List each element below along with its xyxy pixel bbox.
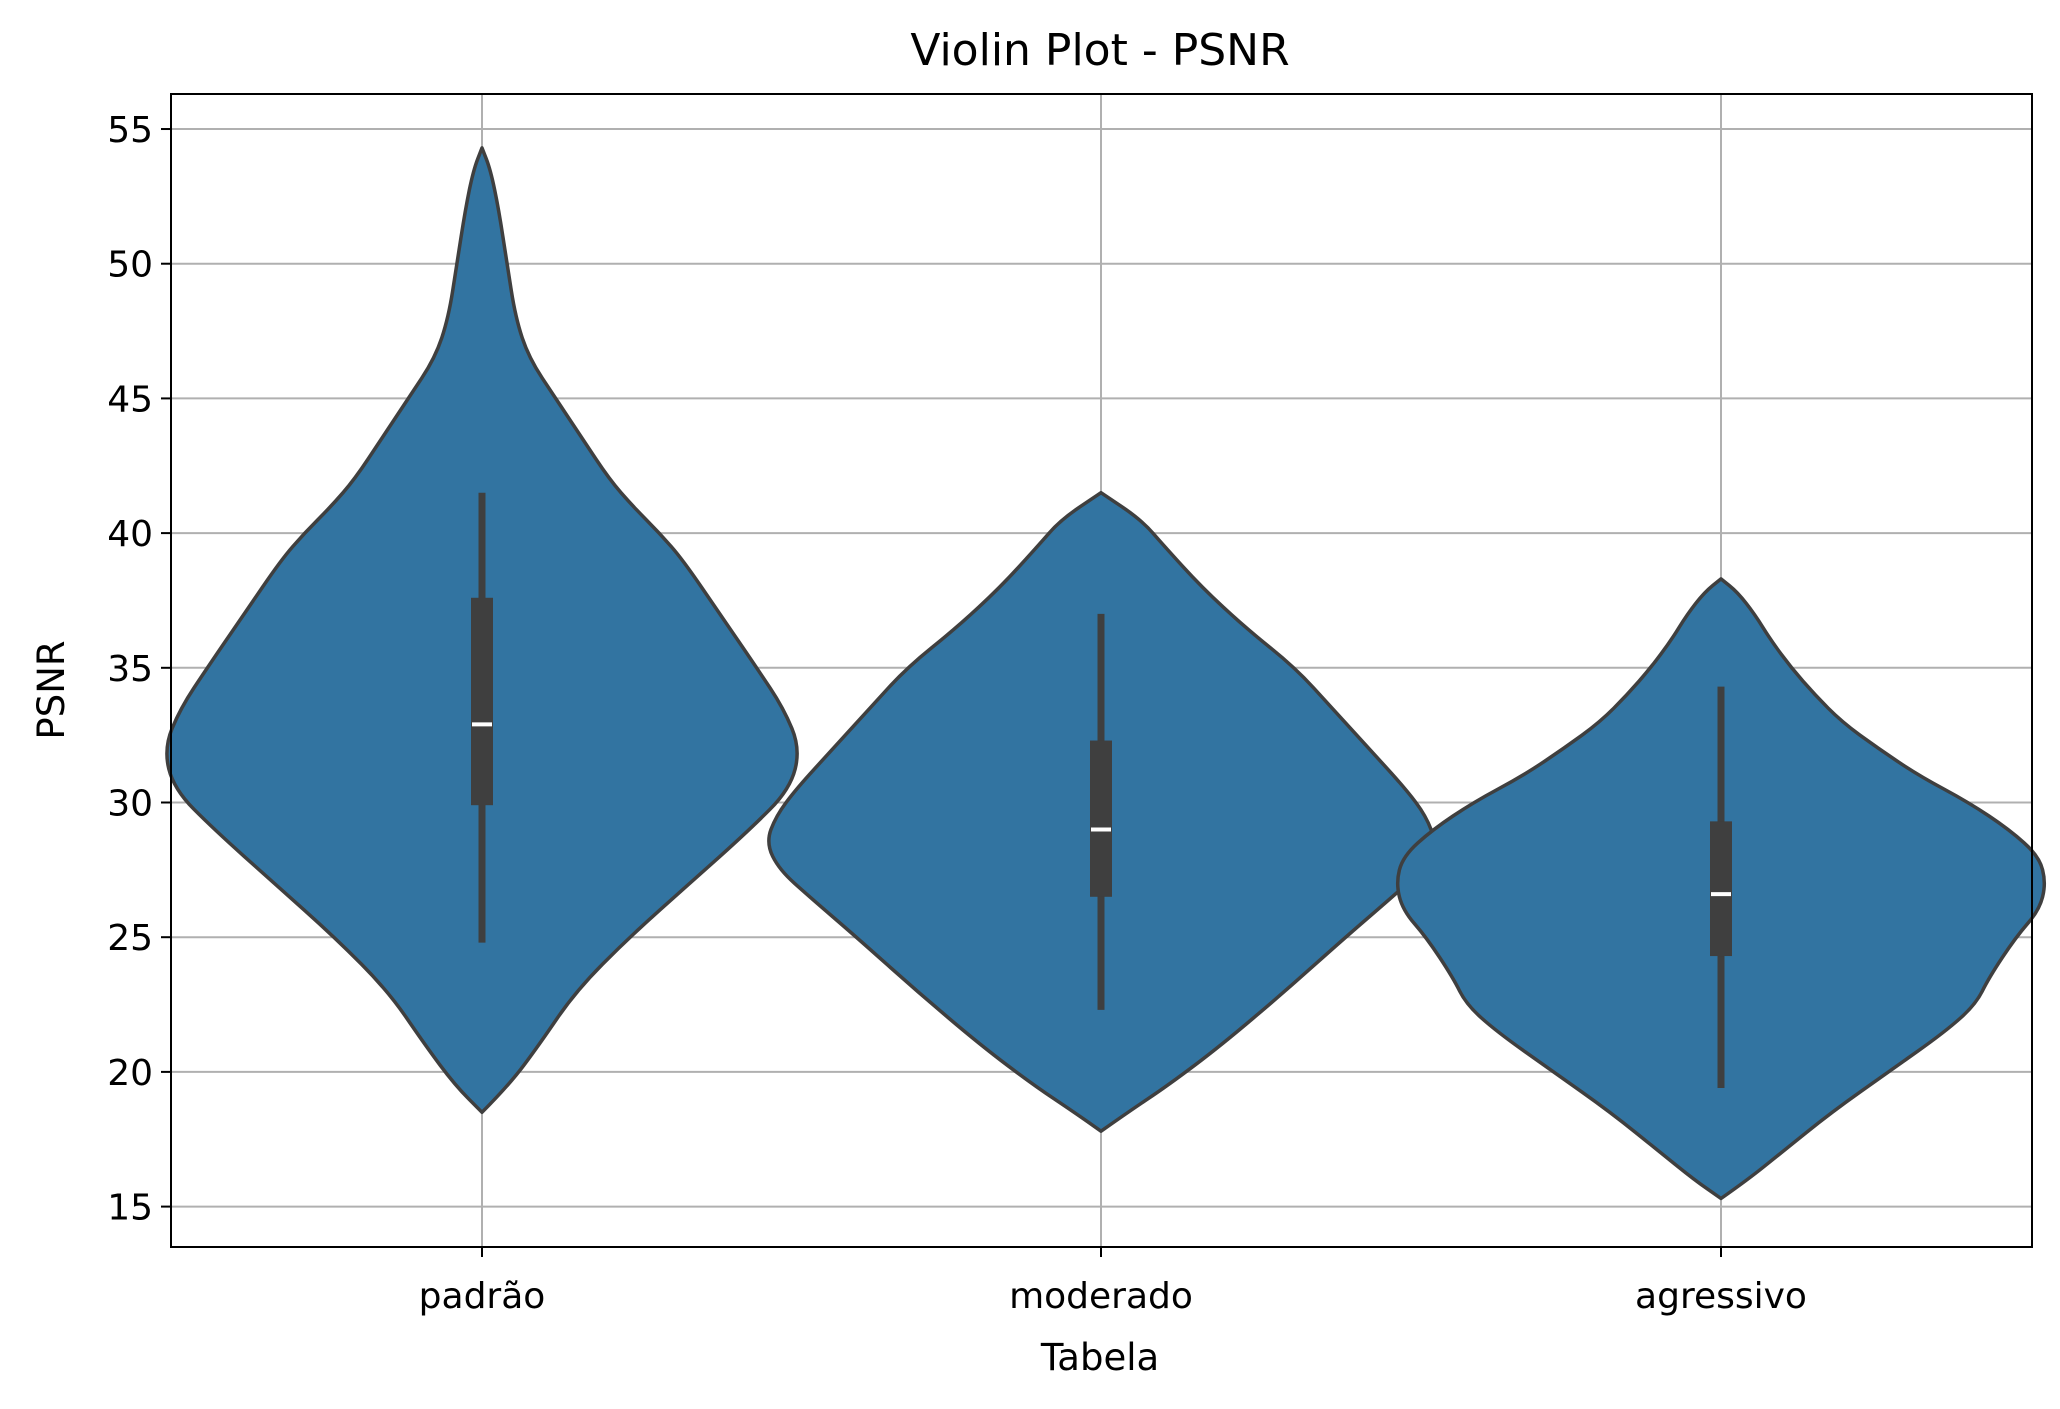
x-axis-title: Tabela — [1040, 1336, 1159, 1379]
violin-iqr-box-agressivo — [1710, 821, 1732, 957]
axes: 15 20 25 30 35 40 45 50 55 padrão moderado agressiv… — [107, 110, 1807, 1317]
y-axis-title: PSNR — [30, 640, 73, 739]
y-tick-label: 15 — [107, 1188, 153, 1229]
y-tick-label: 30 — [107, 784, 153, 825]
y-tick-label: 35 — [107, 649, 153, 690]
y-tick-label: 50 — [107, 245, 153, 286]
chart-title: Violin Plot - PSNR — [910, 25, 1289, 76]
x-tick-label: padrão — [419, 1276, 546, 1317]
y-tick-label: 20 — [107, 1053, 153, 1094]
violins — [165, 146, 2047, 1201]
x-tick-label: agressivo — [1635, 1276, 1807, 1317]
y-tick-label: 55 — [107, 110, 153, 151]
violin-iqr-box-moderado — [1090, 740, 1112, 897]
y-tick-label: 25 — [107, 918, 153, 959]
x-tick-label: moderado — [1009, 1276, 1193, 1317]
y-tick-label: 40 — [107, 514, 153, 555]
violin-iqr-box-padrão — [471, 597, 493, 806]
y-tick-label: 45 — [107, 379, 153, 420]
